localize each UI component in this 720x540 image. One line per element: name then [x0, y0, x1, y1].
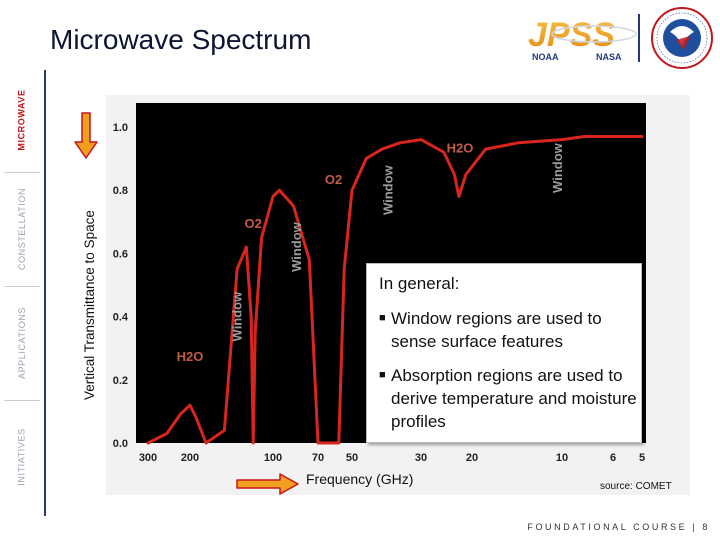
- y-tick-label: 0.6: [113, 248, 128, 260]
- x-tick-label: 10: [556, 452, 568, 464]
- window-region-label: Window: [381, 164, 396, 215]
- info-bullet-text: Absorption regions are used to derive te…: [391, 366, 637, 431]
- window-region-label: Window: [230, 291, 245, 342]
- x-tick-label: 5: [639, 452, 645, 464]
- window-region-label: Window: [289, 221, 304, 272]
- absorption-line-label: H2O: [447, 140, 474, 155]
- y-tick-label: 0.2: [113, 375, 128, 387]
- y-axis-title: Vertical Transmittance to Space: [82, 210, 97, 400]
- sidebar-rule: [44, 70, 46, 516]
- national-weather-service-seal: [651, 7, 713, 69]
- y-tick-label: 0.4: [113, 312, 129, 324]
- x-tick-label: 20: [466, 452, 478, 464]
- window-region-label: Window: [550, 142, 565, 193]
- sidebar-tab-microwave[interactable]: MICROWAVE: [0, 70, 44, 170]
- x-tick-label: 200: [181, 452, 199, 464]
- sidebar-tab-constellation[interactable]: CONSTELLATION: [0, 174, 44, 284]
- sidebar-tab-label: CONSTELLATION: [17, 187, 27, 271]
- bullet-icon: ■: [379, 369, 386, 381]
- transmittance-curve: [146, 135, 644, 445]
- info-heading: In general:: [379, 274, 460, 293]
- x-axis-title: Frequency (GHz): [306, 471, 414, 487]
- slide-title: Microwave Spectrum: [50, 24, 312, 55]
- sidebar-divider: [4, 286, 40, 287]
- sidebar-tab-label: APPLICATIONS: [17, 306, 27, 380]
- info-callout: In general: ■ Window regions are used to…: [366, 263, 642, 443]
- jpss-logo-text: JPSS: [528, 16, 615, 54]
- right-arrow-icon: [236, 473, 299, 495]
- down-arrow-icon: [74, 112, 98, 159]
- x-tick-label: 70: [312, 452, 324, 464]
- info-bullet-absorption: ■ Absorption regions are used to derive …: [379, 363, 639, 433]
- y-tick-label: 1.0: [113, 122, 128, 134]
- x-tick-label: 100: [264, 452, 282, 464]
- sidebar-tab-label: INITIATIVES: [17, 428, 28, 486]
- x-tick-label: 300: [139, 452, 157, 464]
- sidebar-tab-label: MICROWAVE: [17, 89, 28, 151]
- info-bullet-window: ■ Window regions are used to sense surfa…: [379, 306, 639, 353]
- nasa-text: NASA: [596, 52, 622, 62]
- sidebar-tab-initiatives[interactable]: INITIATIVES: [0, 402, 44, 512]
- sidebar-divider: [4, 172, 40, 173]
- absorption-line-label: O2: [245, 216, 262, 231]
- footer-text: FOUNDATIONAL COURSE | 8: [527, 522, 710, 532]
- absorption-line-label: O2: [325, 172, 342, 187]
- x-tick-label: 30: [415, 452, 427, 464]
- x-tick-label: 6: [610, 452, 616, 464]
- y-tick-label: 0.8: [113, 185, 128, 197]
- jpss-logo: JPSS NOAA NASA: [528, 14, 640, 62]
- absorption-line-label: H2O: [177, 349, 204, 364]
- bullet-icon: ■: [379, 312, 386, 324]
- sidebar-divider: [4, 400, 40, 401]
- sidebar-tab-applications[interactable]: APPLICATIONS: [0, 288, 44, 398]
- x-tick-label: 50: [346, 452, 358, 464]
- info-bullet-text: Window regions are used to sense surface…: [391, 309, 602, 351]
- source-credit: source: COMET: [600, 481, 672, 492]
- y-tick-label: 0.0: [113, 438, 128, 450]
- noaa-text: NOAA: [532, 52, 559, 62]
- section-sidebar: MICROWAVE CONSTELLATION APPLICATIONS INI…: [0, 0, 44, 516]
